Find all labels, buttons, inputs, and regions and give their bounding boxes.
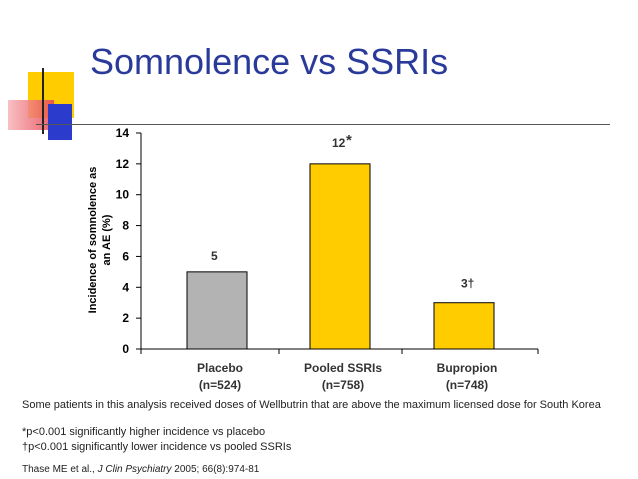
citation: Thase ME et al., J Clin Psychiatry 2005;… [22, 463, 259, 477]
x-tick-label: (n=748) [446, 378, 488, 392]
bar [186, 271, 248, 350]
y-tick-label: 10 [116, 188, 130, 202]
decor-horizontal-line [36, 124, 610, 125]
data-label-marker: * [346, 132, 352, 149]
citation-journal: J Clin Psychiatry [97, 464, 172, 475]
decor-vertical-line [42, 68, 44, 134]
y-axis-label: Incidence of somnolence as [87, 167, 99, 314]
bar [309, 163, 371, 350]
x-tick-label: Pooled SSRIs [304, 361, 382, 375]
citation-details: 2005; 66(8):974-81 [171, 464, 260, 475]
licensing-note: Some patients in this analysis received … [22, 399, 601, 411]
data-label: 5 [211, 249, 218, 263]
footnote-higher: *p<0.001 significantly higher incidence … [22, 426, 266, 438]
bar [433, 302, 495, 350]
y-axis-label: an AE (%) [101, 214, 113, 265]
y-tick-label: 14 [116, 126, 130, 140]
x-tick-label: Bupropion [437, 361, 498, 375]
citation-authors: Thase ME et al., [22, 464, 98, 475]
x-tick-label: (n=524) [199, 378, 241, 392]
y-tick-label: 4 [122, 280, 129, 294]
y-tick-label: 6 [122, 249, 129, 263]
y-tick-label: 2 [122, 311, 129, 325]
page-title: Somnolence vs SSRIs [90, 41, 449, 82]
data-label: 3† [461, 277, 474, 291]
data-label: 12 [332, 136, 346, 150]
footnote-lower: †p<0.001 significantly lower incidence v… [22, 441, 292, 453]
decor-blue-square [48, 104, 72, 140]
y-tick-label: 0 [122, 342, 129, 356]
y-tick-label: 12 [116, 157, 130, 171]
x-tick-label: Placebo [197, 361, 243, 375]
y-tick-label: 8 [122, 219, 129, 233]
decor-red-square [8, 100, 54, 130]
x-tick-label: (n=758) [322, 378, 364, 392]
